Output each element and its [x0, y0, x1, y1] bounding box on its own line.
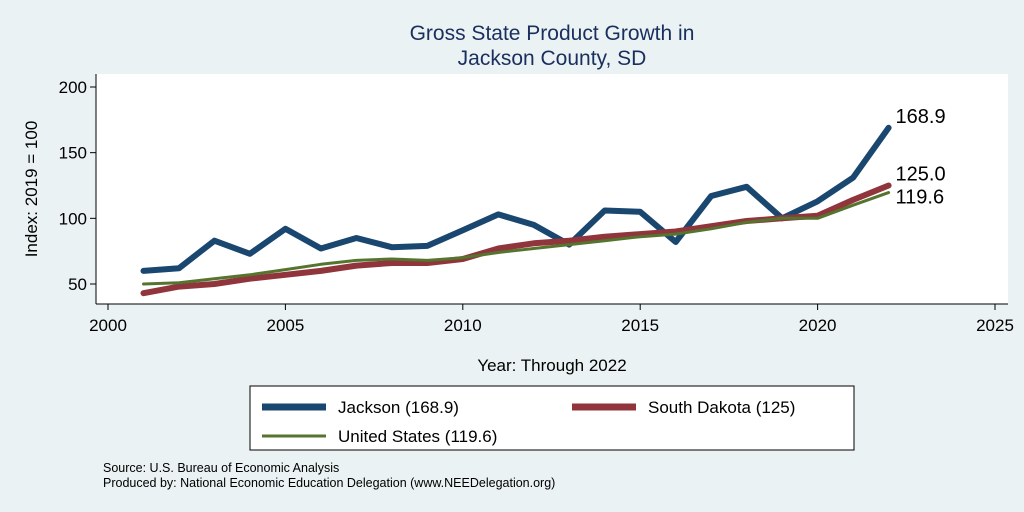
- axes: [90, 74, 1008, 310]
- x-tick-label: 2020: [799, 316, 837, 335]
- plot-area: [96, 74, 1008, 304]
- tick-labels: 50 100 150 200 2000 2005 2010 2015 2020 2025: [59, 78, 1014, 335]
- end-label-3: 119.6: [896, 187, 945, 209]
- legend: Jackson (168.9) South Dakota (125) United …: [249, 385, 855, 451]
- x-tick-label: 2025: [976, 316, 1014, 335]
- legend-box: [249, 385, 855, 451]
- legend-label-3: United States (119.6): [338, 427, 497, 446]
- source-notes: Source: U.S. Bureau of Economic Analysis…: [103, 461, 555, 490]
- chart-title-line-2: Jackson County, SD: [458, 47, 647, 70]
- x-axis-title: Year: Through 2022: [477, 356, 626, 375]
- y-tick-label: 200: [59, 78, 87, 97]
- y-tick-label: 150: [59, 144, 87, 163]
- legend-label-2: South Dakota (125): [648, 398, 795, 417]
- chart-title: Gross State Product Growth in Jackson Co…: [410, 22, 695, 70]
- end-label-2: 125.0: [896, 164, 946, 186]
- chart-title-line-1: Gross State Product Growth in: [410, 22, 695, 45]
- legend-label-1: Jackson (168.9): [338, 398, 459, 417]
- y-tick-label: 100: [59, 209, 87, 228]
- producer-note: Produced by: National Economic Education…: [103, 476, 555, 490]
- source-note: Source: U.S. Bureau of Economic Analysis: [103, 461, 339, 475]
- series-line-1: [140, 124, 892, 274]
- y-axis-title: Index: 2019 = 100: [22, 121, 41, 258]
- y-tick-label: 50: [68, 275, 87, 294]
- x-tick-label: 2015: [621, 316, 659, 335]
- x-tick-label: 2000: [89, 316, 127, 335]
- series-lines: [140, 124, 892, 297]
- series-line-3: [142, 191, 891, 286]
- end-label-1: 168.9: [896, 106, 946, 128]
- x-tick-label: 2010: [444, 316, 482, 335]
- x-tick-label: 2005: [266, 316, 304, 335]
